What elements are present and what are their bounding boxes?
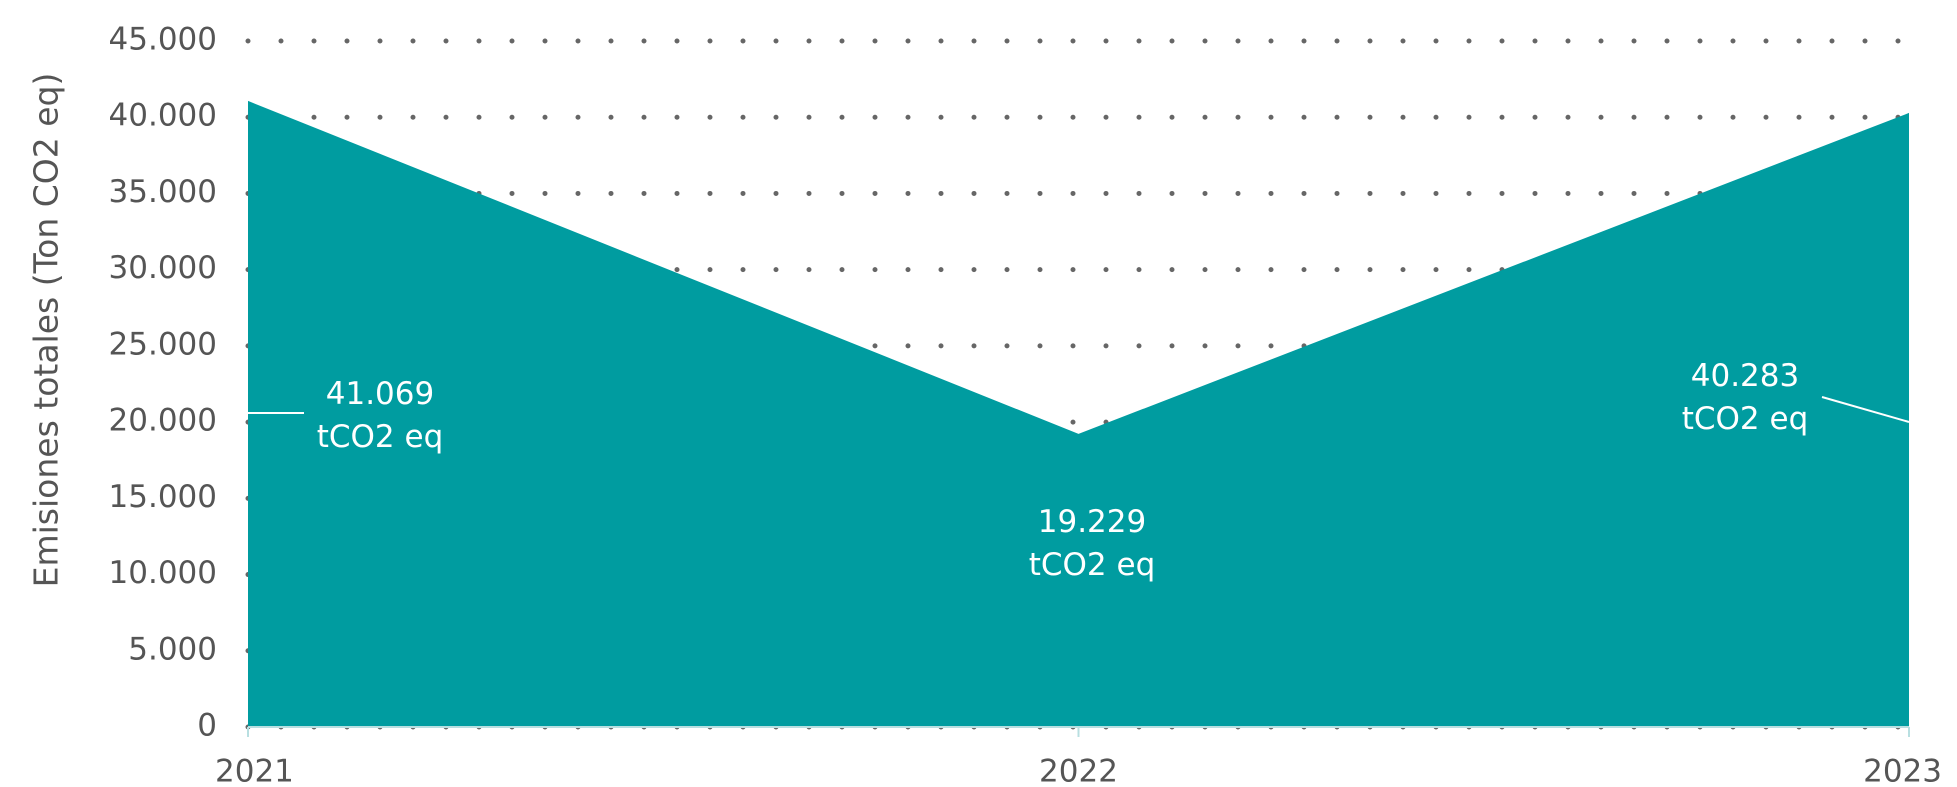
value-label: 40.283 tCO2 eq <box>1682 358 1809 437</box>
value-label: 41.069 tCO2 eq <box>317 376 444 455</box>
value-label: 19.229 tCO2 eq <box>1029 504 1156 583</box>
x-tick-label: 2023 <box>1863 754 1942 787</box>
y-tick-label: 15.000 <box>109 479 217 515</box>
y-tick-label: 30.000 <box>109 250 217 286</box>
x-tick-label: 2022 <box>1039 754 1118 787</box>
y-tick-label: 10.000 <box>109 555 217 591</box>
y-tick-label: 35.000 <box>109 174 217 210</box>
y-axis-label: Emisiones totales (Ton CO2 eq) <box>27 73 66 588</box>
y-tick-label: 5.000 <box>128 631 217 667</box>
y-tick-label: 25.000 <box>109 326 217 362</box>
leader-line <box>1821 396 1910 423</box>
y-tick-label: 20.000 <box>109 403 217 439</box>
y-tick-label: 45.000 <box>109 22 217 58</box>
y-tick-label: 40.000 <box>109 98 217 134</box>
x-tick-label: 2021 <box>215 754 294 787</box>
area <box>248 100 1909 728</box>
y-tick-label: 0 <box>197 708 217 744</box>
